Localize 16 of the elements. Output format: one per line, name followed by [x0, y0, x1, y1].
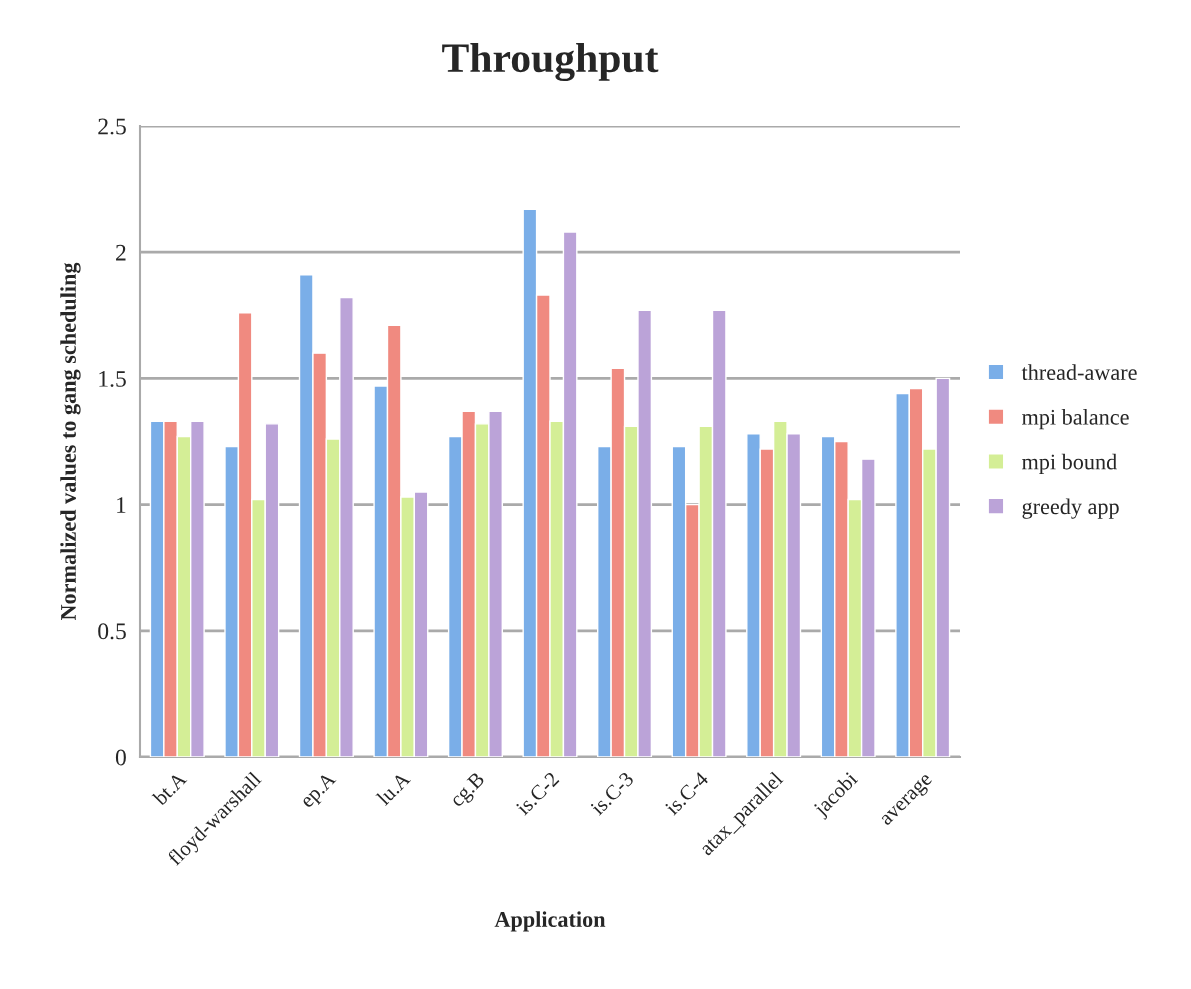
legend-label: greedy app	[1022, 498, 1119, 519]
y-axis-title: Normalized values to gang scheduling	[60, 262, 81, 621]
x-axis-title: Application	[494, 911, 606, 932]
legend-label: thread-aware	[1021, 364, 1137, 380]
y-tick-label: 2	[116, 244, 126, 261]
y-tick-label: 2.5	[98, 118, 126, 135]
legend-label: mpi balance	[1022, 409, 1129, 430]
x-tick-label: ep.A	[299, 770, 340, 812]
legend-label: mpi bound	[1022, 453, 1117, 474]
y-tick-label: 1	[117, 497, 126, 513]
x-tick-label: lu.A	[375, 770, 412, 807]
y-tick-label: 0	[115, 749, 126, 766]
chart-title: Throughput	[442, 42, 659, 82]
y-tick-label: 0.5	[98, 623, 126, 640]
x-tick-label: cg.B	[449, 771, 489, 811]
y-tick-label: 1.5	[99, 371, 126, 387]
